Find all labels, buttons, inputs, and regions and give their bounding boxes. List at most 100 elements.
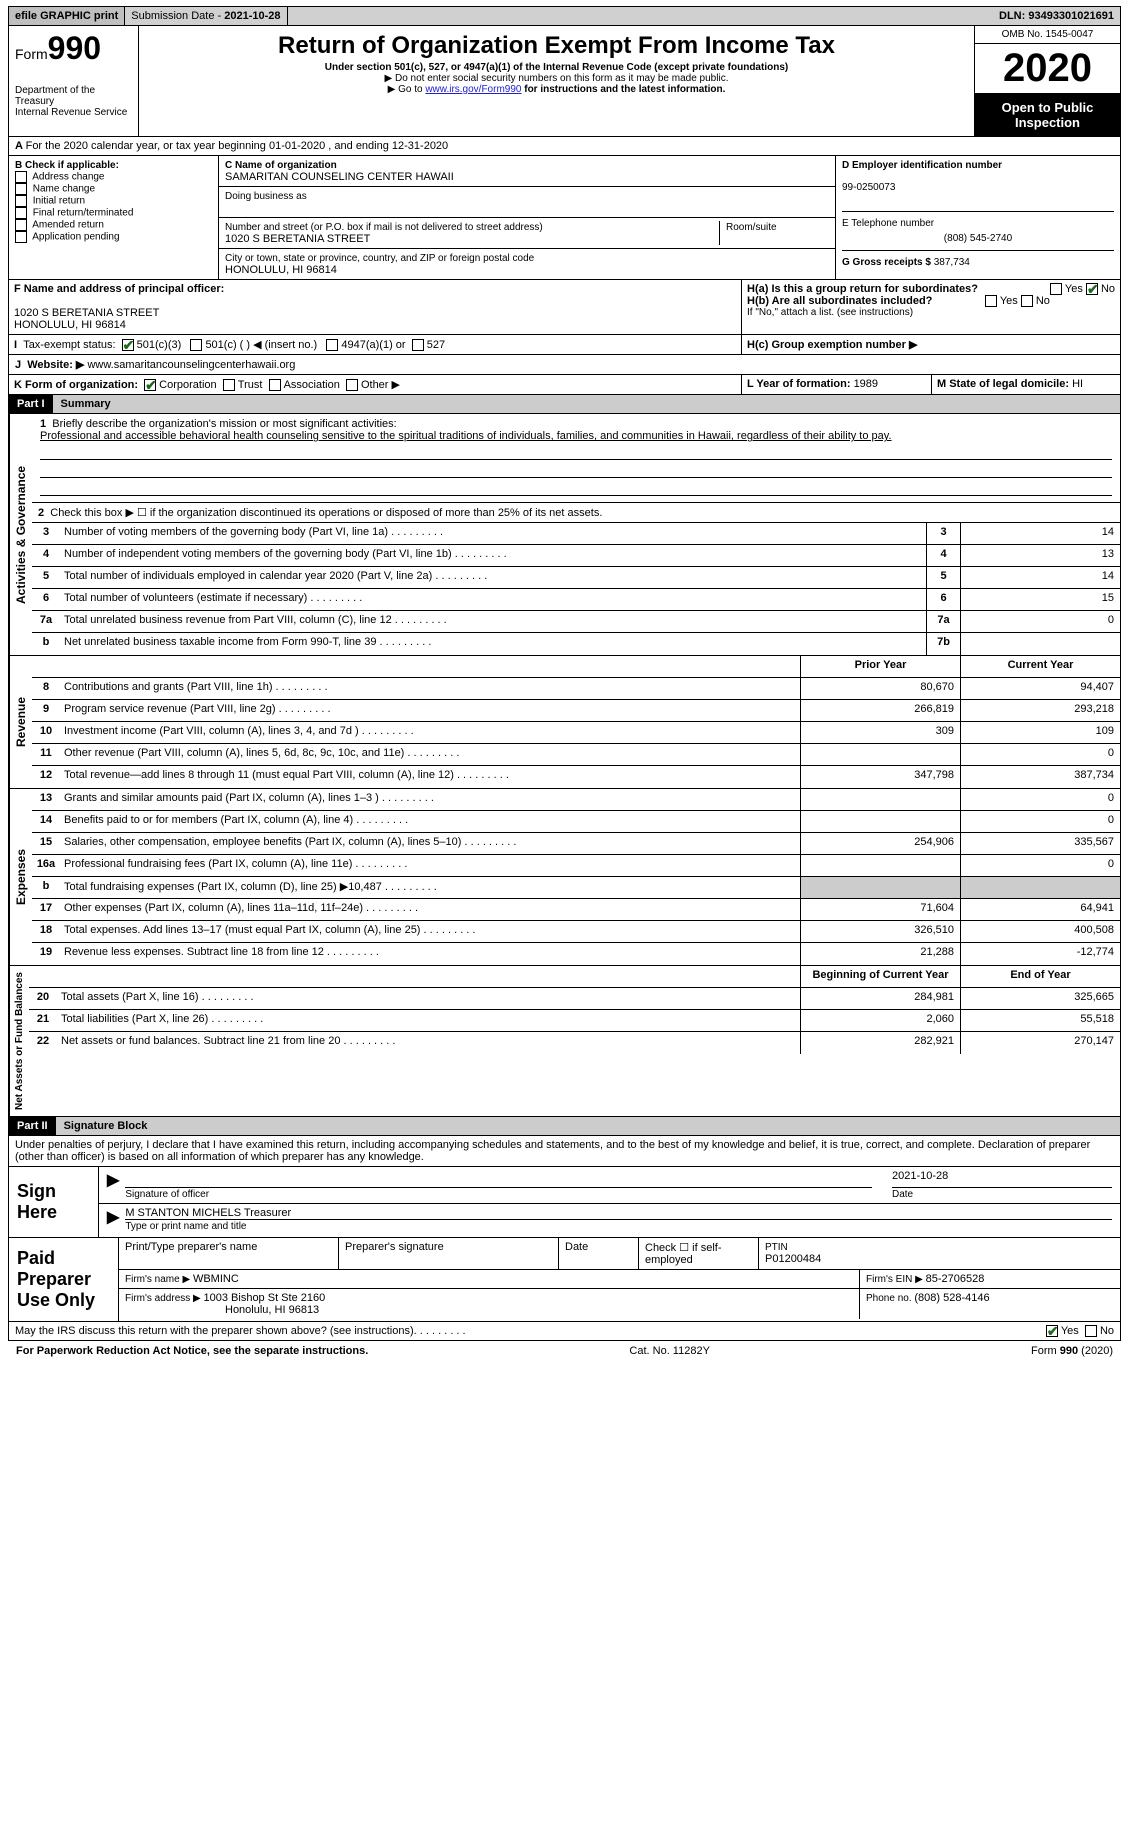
rev-label: Revenue (9, 656, 32, 788)
subtitle-2: ▶ Do not enter social security numbers o… (149, 73, 964, 84)
block-fh: F Name and address of principal officer:… (8, 280, 1121, 335)
revenue-section: Revenue Prior YearCurrent Year 8Contribu… (8, 656, 1121, 789)
part-ii-header: Part IISignature Block (8, 1117, 1121, 1136)
exp-label: Expenses (9, 789, 32, 965)
block-ihc: I Tax-exempt status: 501(c)(3) 501(c) ( … (8, 335, 1121, 355)
table-row: 18Total expenses. Add lines 13–17 (must … (32, 921, 1120, 943)
website-row: J Website: ▶ www.samaritancounselingcent… (8, 355, 1121, 375)
table-row: 22Net assets or fund balances. Subtract … (29, 1032, 1120, 1054)
prep-h2: Preparer's signature (339, 1238, 559, 1269)
subtitle-3: ▶ Go to www.irs.gov/Form990 for instruct… (149, 84, 964, 95)
org-name: C Name of organizationSAMARITAN COUNSELI… (219, 156, 835, 187)
firm-name: Firm's name ▶ WBMINC (119, 1270, 860, 1288)
arrow-icon: ▶ (107, 1170, 119, 1200)
table-row: 6Total number of volunteers (estimate if… (32, 589, 1120, 611)
h-note: If "No," attach a list. (see instruction… (747, 307, 1115, 318)
h-a: H(a) Is this a group return for subordin… (747, 283, 1115, 295)
mission-text: Professional and accessible behavioral h… (40, 430, 1112, 442)
table-row: 10Investment income (Part VIII, column (… (32, 722, 1120, 744)
form990-link[interactable]: www.irs.gov/Form990 (425, 84, 521, 95)
prep-h1: Print/Type preparer's name (119, 1238, 339, 1269)
page-footer: For Paperwork Reduction Act Notice, see … (8, 1341, 1121, 1361)
prep-h4: Check ☐ if self-employed (639, 1238, 759, 1269)
dln: DLN: 93493301021691 (993, 7, 1120, 25)
form-title: Return of Organization Exempt From Incom… (149, 32, 964, 60)
gov-label: Activities & Governance (9, 414, 32, 655)
table-row: 4Number of independent voting members of… (32, 545, 1120, 567)
b-checkbox[interactable] (15, 171, 27, 183)
telephone: E Telephone number(808) 545-2740 (842, 212, 1114, 251)
table-row: 16aProfessional fundraising fees (Part I… (32, 855, 1120, 877)
year-formation: L Year of formation: 1989 (741, 375, 931, 395)
block-bcdefg: B Check if applicable: Address change Na… (8, 156, 1121, 280)
b-item: Application pending (15, 231, 212, 243)
expenses-section: Expenses 13Grants and similar amounts pa… (8, 789, 1121, 966)
b-checkbox[interactable] (15, 183, 27, 195)
ein: D Employer identification number99-02500… (842, 160, 1114, 212)
state-domicile: M State of legal domicile: HI (931, 375, 1121, 395)
b-item: Name change (15, 183, 212, 195)
may-no-checkbox[interactable] (1085, 1325, 1097, 1337)
table-row: 17Other expenses (Part IX, column (A), l… (32, 899, 1120, 921)
h-c: H(c) Group exemption number ▶ (741, 335, 1121, 355)
b-item: Initial return (15, 195, 212, 207)
section-a: A For the 2020 calendar year, or tax yea… (8, 137, 1121, 156)
form-number: Form990 (15, 30, 132, 67)
hb-yes-checkbox[interactable] (985, 295, 997, 307)
arrow-icon: ▶ (107, 1207, 119, 1232)
ptin: PTINP01200484 (759, 1238, 1120, 1269)
block-klm: K Form of organization: Corporation Trus… (8, 375, 1121, 395)
firm-ein: Firm's EIN ▶ 85-2706528 (860, 1270, 1120, 1288)
assoc-checkbox[interactable] (269, 379, 281, 391)
4947-checkbox[interactable] (326, 339, 338, 351)
b-checkbox[interactable] (15, 195, 27, 207)
efile-print-button[interactable]: efile GRAPHIC print (9, 7, 125, 25)
table-row: 19Revenue less expenses. Subtract line 1… (32, 943, 1120, 965)
firm-phone: Phone no. (808) 528-4146 (860, 1289, 1120, 1319)
501c-checkbox[interactable] (190, 339, 202, 351)
ha-yes-checkbox[interactable] (1050, 283, 1062, 295)
ha-no-checkbox[interactable] (1086, 283, 1098, 295)
b-checkbox[interactable] (15, 207, 27, 219)
top-bar: efile GRAPHIC print Submission Date - 20… (8, 6, 1121, 26)
officer-name: M STANTON MICHELS Treasurer (125, 1207, 1112, 1220)
sign-date: 2021-10-28 (892, 1170, 1112, 1188)
table-row: 11Other revenue (Part VIII, column (A), … (32, 744, 1120, 766)
table-row: bTotal fundraising expenses (Part IX, co… (32, 877, 1120, 899)
may-yes-checkbox[interactable] (1046, 1325, 1058, 1337)
sign-block: Sign Here ▶ Signature of officer 2021-10… (8, 1167, 1121, 1238)
activities-governance: Activities & Governance 1 Briefly descri… (8, 414, 1121, 656)
submission-date: Submission Date - 2021-10-28 (125, 7, 287, 25)
501c3-checkbox[interactable] (122, 339, 134, 351)
subtitle-1: Under section 501(c), 527, or 4947(a)(1)… (149, 62, 964, 73)
net-col-header: Beginning of Current YearEnd of Year (29, 966, 1120, 988)
may-discuss: May the IRS discuss this return with the… (8, 1322, 1121, 1341)
net-assets-section: Net Assets or Fund Balances Beginning of… (8, 966, 1121, 1117)
address-row: Number and street (or P.O. box if mail i… (219, 218, 835, 249)
sign-here-label: Sign Here (9, 1167, 99, 1237)
527-checkbox[interactable] (412, 339, 424, 351)
table-row: 14Benefits paid to or for members (Part … (32, 811, 1120, 833)
table-row: 21Total liabilities (Part X, line 26)2,0… (29, 1010, 1120, 1032)
prep-h3: Date (559, 1238, 639, 1269)
dept-treasury: Department of the Treasury Internal Reve… (15, 85, 132, 118)
table-row: 5Total number of individuals employed in… (32, 567, 1120, 589)
paid-preparer: Paid Preparer Use Only Print/Type prepar… (8, 1238, 1121, 1322)
col-header-row: Prior YearCurrent Year (32, 656, 1120, 678)
open-to-public: Open to Public Inspection (975, 94, 1120, 136)
b-checkbox[interactable] (15, 231, 27, 243)
trust-checkbox[interactable] (223, 379, 235, 391)
line-2: 2 Check this box ▶ ☐ if the organization… (32, 503, 1120, 523)
other-checkbox[interactable] (346, 379, 358, 391)
corp-checkbox[interactable] (144, 379, 156, 391)
table-row: 8Contributions and grants (Part VIII, li… (32, 678, 1120, 700)
net-label: Net Assets or Fund Balances (9, 966, 29, 1116)
table-row: 15Salaries, other compensation, employee… (32, 833, 1120, 855)
hb-no-checkbox[interactable] (1021, 295, 1033, 307)
table-row: 13Grants and similar amounts paid (Part … (32, 789, 1120, 811)
b-item: Amended return (15, 219, 212, 231)
omb-number: OMB No. 1545-0047 (975, 26, 1120, 44)
table-row: 7aTotal unrelated business revenue from … (32, 611, 1120, 633)
b-checkbox[interactable] (15, 219, 27, 231)
h-b: H(b) Are all subordinates included? Yes … (747, 295, 1115, 307)
